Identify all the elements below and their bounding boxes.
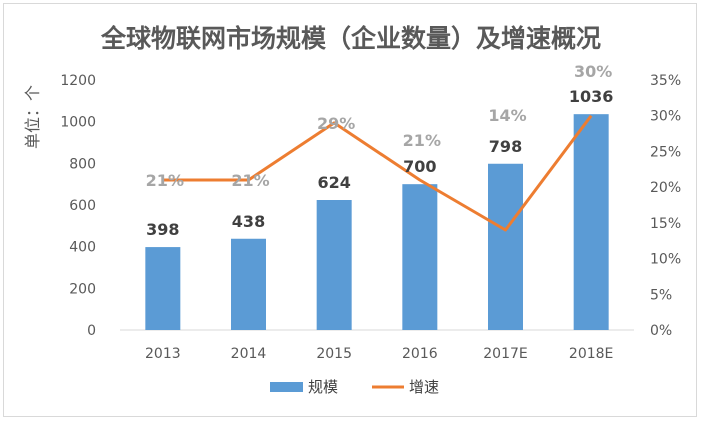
legend-swatch-bar [270,382,303,392]
line-series [162,114,593,232]
secondary-y-tick-label: 35% [650,73,681,89]
y-tick-label: 800 [69,156,96,172]
y-axis-label: 单位：个 [23,85,42,149]
y-tick-label: 1200 [60,73,96,89]
secondary-y-tick-label: 15% [650,216,681,232]
growth-value-label: 29% [317,114,355,133]
secondary-y-tick-label: 0% [650,323,672,339]
growth-value-label: 21% [403,131,441,150]
bar-value-label: 798 [489,137,522,156]
x-axis-ticks: 2013 2014 2015 2016 2017E 2018E [145,346,613,362]
y-axis-ticks: 0 200 400 600 800 1000 1200 [60,73,96,339]
bar [316,200,352,330]
y-tick-label: 400 [69,240,96,256]
y-axis-label-group: 单位：个 [23,85,42,149]
y-tick-label: 0 [87,323,96,339]
bar-value-label: 398 [146,220,179,239]
legend-label-bar: 规模 [308,378,338,396]
chart-title: 全球物联网市场规模（企业数量）及增速概况 [100,24,601,53]
secondary-y-tick-label: 10% [650,252,681,268]
secondary-y-axis-ticks: 0% 5% 10% 15% 20% 25% 30% 35% [650,73,681,339]
legend-label-line: 增速 [409,378,439,396]
line-data-labels: 21% 21% 29% 21% 14% 30% [146,62,613,190]
bar [145,247,181,330]
secondary-y-tick-label: 25% [650,144,681,160]
bar-series [145,114,609,331]
bar-value-label: 624 [317,173,350,192]
x-tick-label: 2013 [145,346,181,362]
bar [402,184,438,330]
y-tick-label: 600 [69,198,96,214]
bar-value-label: 438 [232,212,265,231]
x-tick-label: 2014 [231,346,267,362]
growth-value-label: 21% [146,171,184,190]
y-tick-label: 200 [69,281,96,297]
secondary-y-tick-label: 30% [650,109,681,125]
secondary-y-tick-label: 20% [650,180,681,196]
bar-value-label: 700 [403,157,436,176]
chart-frame: 全球物联网市场规模（企业数量）及增速概况 单位：个 0 200 400 600 800 1… [3,3,697,417]
combo-chart: 全球物联网市场规模（企业数量）及增速概况 单位：个 0 200 400 600 800 1… [23,24,681,396]
bar [231,238,266,330]
x-tick-label: 2016 [402,346,438,362]
growth-value-label: 21% [231,171,269,190]
bar-value-label: 1036 [569,87,614,106]
growth-line [162,114,593,232]
x-tick-label: 2015 [316,346,352,362]
growth-value-label: 14% [488,106,526,125]
bar [573,114,609,331]
y-tick-label: 1000 [60,115,96,131]
legend: 规模 增速 [270,378,439,396]
x-tick-label: 2018E [569,346,613,362]
secondary-y-tick-label: 5% [650,287,672,303]
bar-data-labels: 398 438 624 700 798 1036 [146,87,613,239]
x-tick-label: 2017E [483,346,527,362]
bar [488,163,523,330]
growth-value-label: 30% [574,62,612,81]
